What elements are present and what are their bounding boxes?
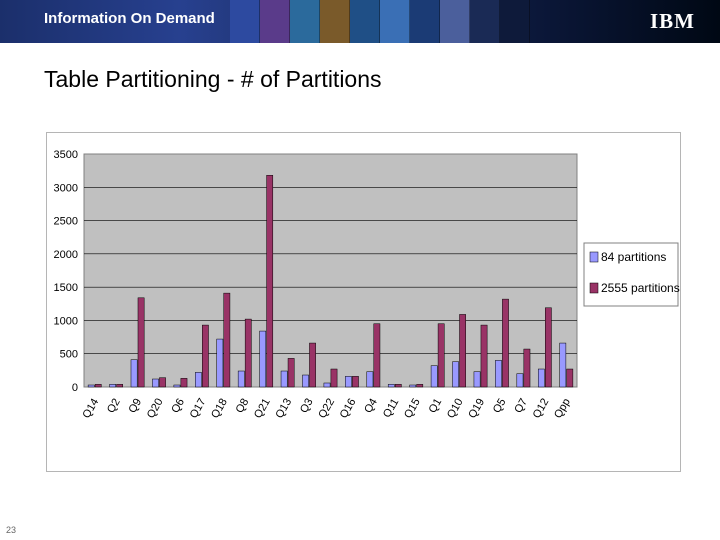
bar-series2: [244, 318, 252, 388]
y-tick-label: 1000: [54, 315, 78, 327]
bar-series2: [266, 175, 274, 388]
x-tick-label: Q1: [427, 397, 445, 416]
chart-frame: 0 500 1000 1500 2000 2500 3000 3500 Q14 Q2 Q9 Q20 Q6…: [46, 132, 681, 472]
bar-series2: [480, 324, 488, 388]
y-tick-label: 1500: [54, 282, 78, 294]
y-tick-label: 2500: [54, 216, 78, 228]
x-tick-label: Q6: [169, 397, 187, 416]
bar-series2: [223, 292, 231, 388]
bar-series2: [330, 368, 338, 388]
y-tick-label: 0: [72, 382, 78, 394]
bar-series1: [345, 376, 352, 388]
plot-area: [83, 153, 578, 388]
y-tick-label: 3500: [54, 149, 78, 161]
bar-series2: [94, 384, 102, 388]
x-tick-label: Q21: [252, 397, 273, 421]
x-tick-label: Q20: [145, 397, 166, 421]
bar-series1: [323, 382, 331, 388]
y-tick-label: 3000: [54, 182, 78, 194]
x-tick-label: Q5: [491, 397, 509, 416]
legend-swatch-2: [589, 282, 599, 294]
bar-series2: [394, 384, 402, 388]
x-tick-label: Q22: [316, 397, 337, 421]
y-tick-label: 2000: [54, 249, 78, 261]
ibm-logo: IBM: [650, 9, 695, 33]
banner-image-strip: [230, 0, 530, 43]
partition-bar-chart: 0 500 1000 1500 2000 2500 3000 3500 Q14 Q2 Q9 Q20 Q6…: [54, 149, 680, 421]
x-tick-label: Q15: [402, 397, 423, 421]
bar-series1: [559, 342, 567, 388]
slide-title: Table Partitioning - # of Partitions: [44, 66, 382, 92]
bar-series2: [373, 323, 381, 388]
legend-label-2: 2555 partitions: [601, 281, 680, 295]
bar-series2: [180, 378, 188, 388]
bar-series2: [159, 377, 166, 388]
legend-swatch-1: [589, 251, 599, 263]
bar-series1: [516, 373, 524, 388]
bar-series1: [366, 371, 374, 388]
x-tick-label: Q7: [512, 397, 530, 416]
bar-series1: [109, 384, 117, 388]
x-tick-label: Q2: [105, 397, 123, 416]
header-banner: Information On Demand IBM: [0, 0, 720, 43]
bar-series1: [259, 330, 267, 388]
bar-series1: [302, 374, 309, 388]
x-tick-label: Q3: [298, 397, 316, 416]
bar-series1: [452, 361, 459, 388]
legend-label-1: 84 partitions: [601, 250, 666, 264]
bar-series2: [544, 307, 552, 388]
bar-series2: [566, 368, 574, 388]
bar-series1: [280, 370, 288, 388]
bar-series2: [287, 358, 295, 388]
bar-series2: [116, 384, 124, 388]
x-tick-label: Q12: [531, 397, 552, 421]
bar-series1: [152, 378, 159, 388]
bar-series1: [430, 365, 438, 388]
bar-series2: [502, 298, 509, 388]
bar-series2: [309, 342, 316, 388]
x-tick-label: Q19: [466, 397, 487, 421]
bar-series2: [137, 297, 145, 388]
x-tick-label: Q18: [209, 397, 230, 421]
bar-series2: [523, 348, 531, 388]
x-tick-label: Q13: [273, 397, 294, 421]
x-tick-label: Q14: [81, 397, 102, 421]
bar-series1: [195, 372, 202, 388]
bar-series2: [459, 314, 466, 388]
x-tick-label: Qpp: [552, 397, 573, 421]
bar-series1: [409, 384, 417, 388]
x-tick-label: Q17: [188, 397, 209, 421]
bar-series1: [173, 384, 181, 388]
bar-series2: [437, 323, 445, 388]
x-tick-label: Q9: [126, 397, 144, 416]
bar-series1: [537, 368, 545, 388]
bar-series1: [87, 384, 95, 388]
y-tick-label: 500: [60, 349, 78, 361]
bar-series2: [352, 376, 359, 388]
banner-title: Information On Demand: [44, 10, 215, 27]
bar-series1: [473, 371, 481, 388]
bar-series2: [202, 324, 209, 388]
bar-series1: [495, 360, 502, 388]
bar-series1: [237, 370, 245, 388]
bar-series2: [416, 384, 424, 388]
page-number: 23: [6, 525, 17, 535]
x-tick-label: Q8: [234, 397, 252, 416]
bar-series1: [387, 384, 395, 388]
bar-series1: [130, 359, 138, 388]
bar-series1: [216, 338, 224, 388]
legend-box: [583, 242, 679, 307]
x-tick-label: Q4: [362, 397, 380, 416]
x-tick-label: Q11: [381, 397, 401, 420]
x-tick-label: Q16: [338, 397, 359, 421]
x-tick-label: Q10: [445, 397, 466, 421]
